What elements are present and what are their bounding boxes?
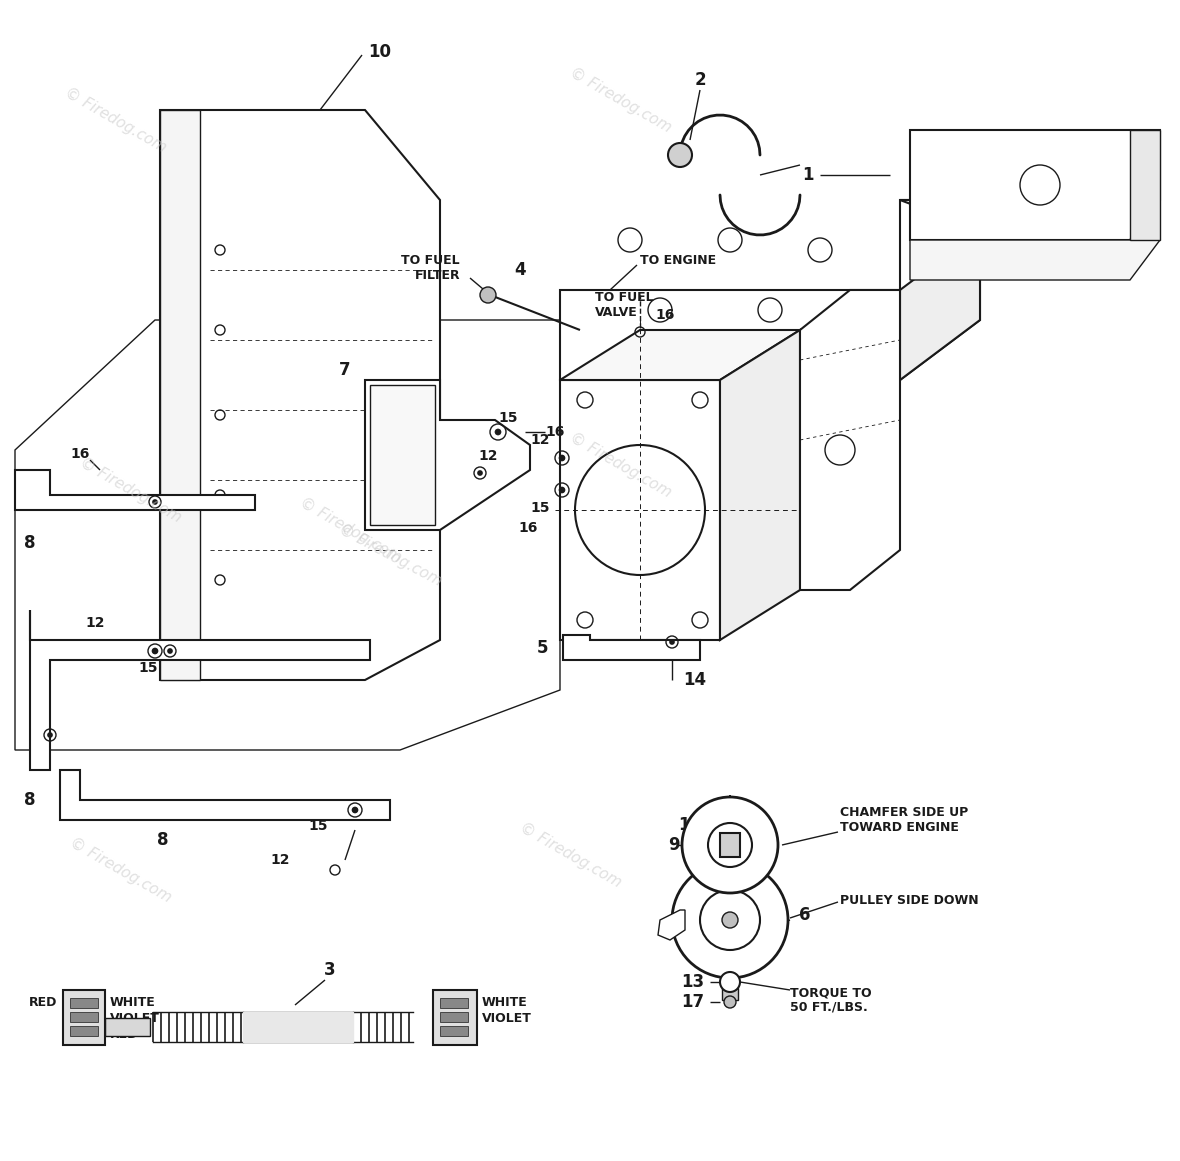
Circle shape [559,455,564,461]
Polygon shape [560,330,800,380]
Circle shape [353,808,358,813]
Bar [440,1012,468,1022]
Bar [433,990,477,1045]
Circle shape [494,430,501,435]
Text: 8: 8 [25,534,35,551]
Polygon shape [658,910,686,940]
Circle shape [153,500,157,504]
Text: RED: RED [110,1027,138,1040]
Text: WHITE: WHITE [110,995,156,1009]
Text: 13: 13 [681,973,704,991]
Circle shape [48,733,52,737]
Bar [70,998,98,1008]
Polygon shape [910,240,1160,280]
Circle shape [152,649,157,654]
Polygon shape [560,200,981,380]
Bar [63,990,105,1045]
Circle shape [720,972,740,991]
Circle shape [671,861,788,978]
Text: 6: 6 [799,906,811,924]
Circle shape [559,488,564,492]
Text: TO FUEL
VALVE: TO FUEL VALVE [595,291,654,319]
Text: 16: 16 [545,425,565,439]
Circle shape [725,996,736,1008]
Text: 10: 10 [368,43,391,62]
Polygon shape [60,770,391,820]
Polygon shape [160,110,199,680]
Bar [722,988,738,1000]
Text: 8: 8 [157,831,169,849]
Circle shape [708,823,752,867]
Polygon shape [560,380,720,640]
Text: 15: 15 [498,411,518,425]
Circle shape [480,287,496,303]
Circle shape [722,913,738,928]
Polygon shape [900,200,981,380]
Text: PULLEY SIDE DOWN: PULLEY SIDE DOWN [840,894,978,907]
Polygon shape [563,635,700,659]
Polygon shape [910,130,1160,240]
Text: 11: 11 [678,816,701,834]
Polygon shape [15,320,560,750]
Polygon shape [371,385,435,525]
Text: 17: 17 [681,993,704,1011]
Polygon shape [15,470,255,510]
Polygon shape [1130,130,1160,240]
Bar [70,1026,98,1036]
Circle shape [670,640,674,644]
Circle shape [700,890,760,950]
Text: VIOLET: VIOLET [110,1011,159,1024]
Circle shape [668,143,691,167]
Circle shape [168,649,172,652]
Text: TO FUEL
FILTER: TO FUEL FILTER [401,254,460,282]
Text: 3: 3 [324,961,336,979]
Text: 16: 16 [518,521,538,535]
Text: © Firedog.com: © Firedog.com [296,495,404,565]
Text: 4: 4 [514,261,526,279]
Text: TO ENGINE: TO ENGINE [640,253,716,267]
Polygon shape [160,110,440,680]
Bar [440,1026,468,1036]
Text: 16: 16 [71,447,90,461]
Text: WHITE: WHITE [481,995,527,1009]
Text: 7: 7 [339,361,350,378]
Text: © Firedog.com: © Firedog.com [336,521,444,589]
Text: © Firedog.com: © Firedog.com [566,430,674,500]
Text: © Firedog.com: © Firedog.com [61,85,169,156]
Polygon shape [30,610,371,770]
Text: RED: RED [28,995,57,1009]
Text: 14: 14 [683,671,707,688]
Polygon shape [365,380,530,531]
Text: © Firedog.com: © Firedog.com [66,835,173,906]
Text: 8: 8 [25,791,35,809]
Text: 1: 1 [802,166,814,183]
Text: 15: 15 [308,819,328,832]
Circle shape [722,837,738,853]
Text: 2: 2 [694,71,706,89]
Text: 16: 16 [655,308,675,322]
Text: © Firedog.com: © Firedog.com [517,820,623,890]
Text: 12: 12 [270,853,290,867]
Bar [70,1012,98,1022]
Bar [720,832,740,857]
Text: 15: 15 [138,661,158,675]
Text: © Firedog.com: © Firedog.com [77,455,184,525]
Text: 12: 12 [85,616,105,630]
Bar [105,1018,150,1036]
Text: © Firedog.com: © Firedog.com [566,65,674,135]
Circle shape [478,471,481,475]
Text: 12: 12 [530,433,550,447]
Polygon shape [243,1012,353,1043]
Polygon shape [800,290,900,590]
Polygon shape [720,330,800,640]
Text: TORQUE TO
50 FT./LBS.: TORQUE TO 50 FT./LBS. [789,986,872,1014]
Text: CHAMFER SIDE UP
TOWARD ENGINE: CHAMFER SIDE UP TOWARD ENGINE [840,806,969,834]
Text: 5: 5 [537,639,549,657]
Text: VIOLET: VIOLET [481,1011,532,1024]
Circle shape [682,796,778,893]
Bar [440,998,468,1008]
Text: 12: 12 [478,449,498,463]
Text: 15: 15 [530,502,550,515]
Text: 9: 9 [668,836,680,854]
